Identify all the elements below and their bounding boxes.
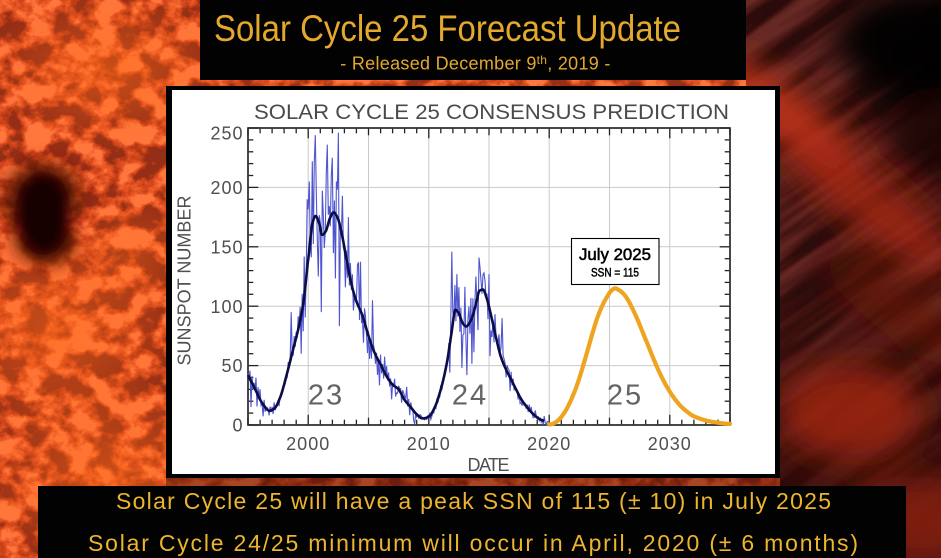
svg-text:2000: 2000 xyxy=(286,434,330,454)
svg-text:2010: 2010 xyxy=(407,434,451,454)
svg-text:50: 50 xyxy=(221,356,243,376)
svg-text:SOLAR CYCLE 25 CONSENSUS PREDI: SOLAR CYCLE 25 CONSENSUS PREDICTION xyxy=(254,100,729,124)
svg-text:23: 23 xyxy=(308,380,344,412)
svg-text:150: 150 xyxy=(210,237,243,257)
svg-text:2030: 2030 xyxy=(648,434,692,454)
svg-text:DATE: DATE xyxy=(468,455,511,475)
svg-text:2020: 2020 xyxy=(527,434,571,454)
svg-text:Solar Cycle 25 Forecast Update: Solar Cycle 25 Forecast Update xyxy=(214,8,681,49)
svg-text:SUNSPOT NUMBER: SUNSPOT NUMBER xyxy=(175,195,195,366)
svg-text:200: 200 xyxy=(210,178,243,198)
svg-text:Solar Cycle 24/25 minimum will: Solar Cycle 24/25 minimum will occur in … xyxy=(88,530,858,556)
svg-text:100: 100 xyxy=(210,297,243,317)
svg-text:0: 0 xyxy=(232,416,243,436)
svg-text:- Released December 9th, 2019: - Released December 9th, 2019 - xyxy=(340,53,610,74)
svg-text:Solar Cycle 25 will have a pea: Solar Cycle 25 will have a peak SSN of 1… xyxy=(116,488,831,514)
svg-text:SSN = 115: SSN = 115 xyxy=(591,268,639,280)
svg-text:24: 24 xyxy=(452,380,488,412)
svg-text:July 2025: July 2025 xyxy=(579,246,651,264)
svg-text:250: 250 xyxy=(210,124,243,144)
svg-text:25: 25 xyxy=(607,380,643,412)
